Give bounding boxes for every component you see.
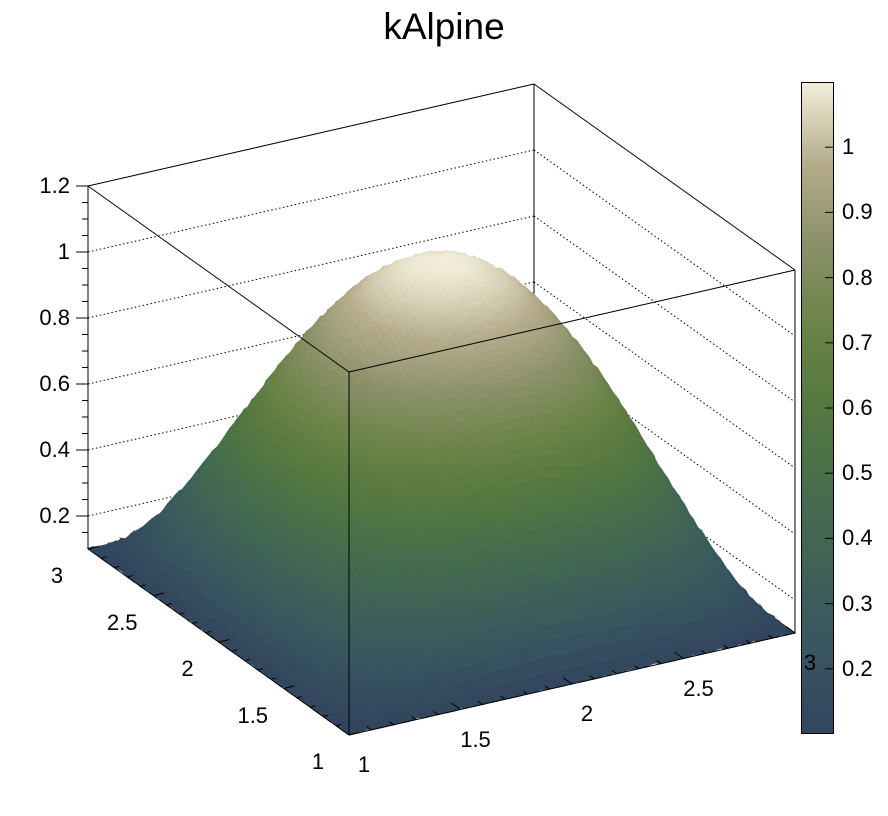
z-axis-tick-label: 0.4 bbox=[39, 437, 70, 462]
z-axis-tick-label: 1 bbox=[57, 239, 70, 264]
y-axis-tick-label: 1.5 bbox=[237, 702, 269, 728]
colorbar-tick-label: 0.2 bbox=[842, 655, 873, 681]
z-axis-tick-label: 0.6 bbox=[39, 371, 70, 396]
x-axis-tick-label: 1 bbox=[357, 752, 371, 777]
colorbar-tick-label: 0.5 bbox=[842, 460, 873, 486]
x-axis-tick-label: 3 bbox=[803, 650, 817, 675]
colorbar-tick-label: 0.3 bbox=[842, 590, 873, 616]
colorbar-tick-label: 0.4 bbox=[842, 525, 873, 551]
y-axis-tick-label: 1 bbox=[311, 749, 325, 774]
y-axis-tick-label: 2.5 bbox=[106, 609, 138, 635]
z-axis-tick-label: 0.2 bbox=[39, 503, 70, 528]
colorbar-tick-label: 0.8 bbox=[842, 264, 873, 290]
colorbar-tick-label: 0.6 bbox=[842, 395, 873, 420]
x-axis-tick-label: 2.5 bbox=[683, 675, 714, 701]
chart-title: kAlpine bbox=[383, 6, 505, 47]
colorbar-tick-label: 1 bbox=[842, 134, 855, 160]
x-axis-tick-label: 1.5 bbox=[460, 726, 491, 752]
y-axis-tick-label: 2 bbox=[181, 656, 194, 681]
z-axis-tick-label: 0.8 bbox=[39, 305, 70, 330]
colorbar-tick-label: 0.9 bbox=[842, 199, 873, 225]
x-axis-tick-label: 2 bbox=[580, 701, 594, 726]
z-axis-tick-label: 1.2 bbox=[39, 173, 70, 198]
y-axis-tick-label: 3 bbox=[50, 563, 64, 588]
colorbar-tick-label: 0.7 bbox=[842, 329, 873, 355]
